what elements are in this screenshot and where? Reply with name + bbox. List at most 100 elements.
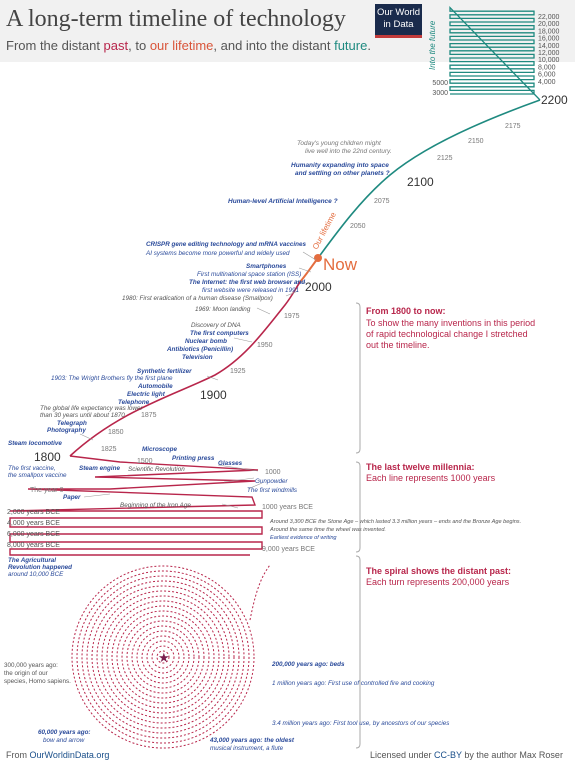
- event-label: Discovery of DNA: [191, 322, 241, 329]
- year-1000: 1000: [265, 469, 281, 476]
- spiral-turn: [96, 590, 230, 724]
- now-marker: [314, 254, 322, 262]
- year-2050: 2050: [350, 223, 366, 230]
- year-2000: 2000: [305, 280, 332, 294]
- event-label: Printing press: [172, 455, 215, 462]
- footer-prefix: From: [6, 750, 30, 760]
- event-label: Steam locomotive: [8, 440, 62, 447]
- event-label: 1980: First eradication of a human disea…: [122, 295, 273, 302]
- events: CRISPR gene editing technology and mRNA …: [4, 241, 521, 752]
- future-scale-label: 10,000: [538, 57, 560, 64]
- subtitle-lifetime: our lifetime: [149, 38, 214, 53]
- owid-link[interactable]: OurWorldinData.org: [29, 750, 110, 760]
- year-1975: 1975: [284, 313, 300, 320]
- our-lifetime-label: Our lifetime: [311, 210, 338, 251]
- future-note: Today's young children might live well in…: [297, 140, 392, 155]
- year-2200: 2200: [541, 93, 568, 107]
- future-scale-label: 16,000: [538, 36, 560, 43]
- license-link[interactable]: CC-BY: [434, 750, 462, 760]
- future-scale-label: 4,000: [538, 79, 556, 86]
- event-label: 1969: Moon landing: [195, 306, 251, 313]
- year-1950: 1950: [257, 342, 273, 349]
- event-label: around 10,000 BCE: [8, 571, 64, 578]
- explanation-body: of rapid technological change I stretche…: [366, 329, 528, 339]
- future-zigzag: [449, 6, 541, 101]
- footer-source: From OurWorldinData.org: [6, 750, 109, 760]
- event-label: Electric light: [127, 391, 166, 398]
- owid-logo[interactable]: Our World in Data: [375, 4, 422, 38]
- future-scale-label: 14,000: [538, 43, 560, 50]
- event-label: CRISPR gene editing technology and mRNA …: [146, 241, 307, 248]
- event-label: The first vaccine,: [8, 465, 56, 472]
- explanation-heading: The last twelve millennia:: [366, 462, 475, 472]
- spiral-turn: [156, 650, 170, 664]
- future-scale-label: 6,000: [538, 72, 556, 79]
- year-1900: 1900: [200, 388, 227, 402]
- event-label: 43,000 years ago: the oldest: [209, 737, 295, 744]
- event-label: The Agricultural: [8, 557, 56, 564]
- logo-line: Our World: [376, 7, 421, 18]
- year-4000-bce: 4,000 years BCE: [7, 520, 60, 527]
- spiral-turn: [146, 640, 180, 674]
- future-note: Human-level Artificial Intelligence ?: [228, 198, 338, 205]
- year-0: The year 0: [30, 487, 64, 494]
- explanation-heading: From 1800 to now:: [366, 306, 446, 316]
- event-label: The global life expectancy was lower: [40, 405, 143, 412]
- page-subtitle: From the distant past, to our lifetime, …: [6, 38, 371, 53]
- spiral-turn: [81, 575, 245, 739]
- event-label: 200,000 years ago: beds: [271, 661, 345, 668]
- event-label: Glasses: [218, 460, 243, 467]
- event-label: Gunpowder: [255, 478, 288, 485]
- event-label: Automobile: [137, 383, 173, 390]
- year-1000-bce: 1000 years BCE: [262, 504, 313, 511]
- spiral-center-star: ★: [158, 650, 170, 665]
- event-label: Antibiotics (Penicillin): [166, 346, 233, 353]
- event-label: 300,000 years ago:: [4, 662, 58, 669]
- year-2075: 2075: [374, 198, 390, 205]
- future-side-label: 5000: [432, 80, 448, 87]
- year-1800: 1800: [34, 450, 61, 464]
- year-6000-bce: 6,000 years BCE: [7, 531, 60, 538]
- event-label: Paper: [63, 494, 81, 501]
- future-scale-label: 8,000: [538, 64, 556, 71]
- explanation-brackets: [355, 302, 361, 749]
- subtitle-part: , to: [128, 38, 150, 53]
- subtitle-part: From the distant: [6, 38, 104, 53]
- spiral-turn: [76, 570, 250, 744]
- event-label: Around the same time the wheel was inven…: [269, 527, 386, 533]
- event-label: Synthetic fertilizer: [137, 368, 192, 375]
- spiral-turn: [106, 600, 220, 714]
- event-label: Microscope: [142, 446, 177, 453]
- subtitle-part: .: [367, 38, 371, 53]
- event-label: bow and arrow: [43, 737, 85, 744]
- page-title: A long-term timeline of technology: [6, 6, 346, 32]
- explanations: From 1800 to now: To show the many inven…: [366, 306, 535, 587]
- event-label: Earliest evidence of writing: [270, 535, 337, 541]
- event-label: 1 million years ago: First use of contro…: [272, 680, 435, 687]
- event-label: first website were released in 1991: [202, 287, 299, 294]
- event-label: the origin of our: [4, 670, 48, 677]
- event-label: The first computers: [190, 330, 249, 337]
- event-label: Television: [182, 354, 213, 361]
- spiral-turn: [86, 580, 240, 734]
- spiral-turn: [71, 565, 255, 749]
- explanation-body: Each line represents 1000 years: [366, 473, 496, 483]
- future-scale-label: 22,000: [538, 14, 560, 21]
- millennia-zigzag: [9, 455, 263, 556]
- future-side-label: 3000: [432, 90, 448, 97]
- license-suffix: by the author Max Roser: [461, 750, 563, 760]
- distant-past-spiral: [71, 565, 255, 749]
- event-label: AI systems become more powerful and wide…: [145, 250, 290, 257]
- license-prefix: Licensed under: [370, 750, 435, 760]
- spiral-entry: [249, 564, 271, 621]
- event-label: than 30 years until about 1870: [40, 412, 125, 419]
- year-markers: 2200 2175 2150 2125 2100 2075 2050 2000 …: [7, 93, 568, 553]
- year-1500: 1500: [137, 458, 153, 465]
- spiral-turn: [101, 595, 225, 719]
- event-label: Photography: [47, 427, 86, 434]
- leader-lines: [79, 251, 317, 509]
- now-label: Now: [323, 255, 358, 274]
- into-the-future-label: Into the future: [428, 20, 437, 70]
- event-label: species, Homo sapiens.: [4, 678, 71, 685]
